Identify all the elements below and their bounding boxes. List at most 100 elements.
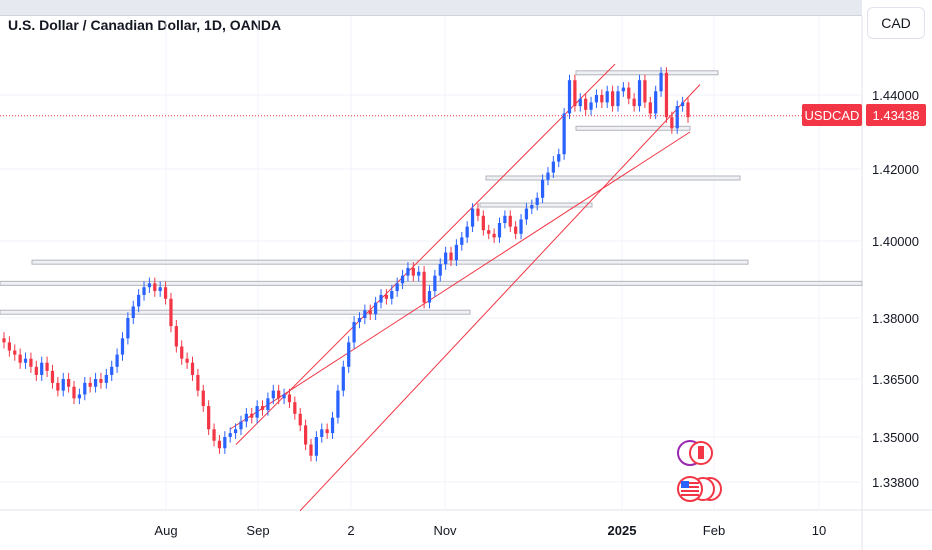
candle-body [686, 102, 690, 118]
candle-body [110, 366, 114, 375]
candle-body [497, 223, 502, 238]
candle-body [201, 390, 205, 407]
candle-body [347, 342, 351, 367]
canada-flag-icon [698, 446, 704, 459]
candle-body [88, 382, 92, 387]
candle-body [465, 226, 469, 238]
candle-body [72, 386, 76, 399]
candle-body [454, 244, 459, 261]
candle-body [250, 413, 254, 418]
candle-body [508, 215, 512, 227]
candle-body [438, 264, 442, 276]
candle-body [244, 413, 248, 422]
candle-body [13, 350, 17, 355]
candle-body [567, 80, 572, 114]
last-price-label: 1.43438 [866, 104, 926, 126]
candle-body [142, 287, 146, 295]
candle-body [648, 102, 652, 114]
candle-body [605, 91, 609, 103]
candle-body [239, 421, 243, 430]
candle-body [503, 215, 507, 223]
candle-body [115, 354, 119, 367]
candle-body [395, 283, 399, 292]
candle-body [293, 402, 297, 414]
candle-body [185, 358, 189, 363]
candle-body [390, 291, 394, 299]
candle-body [56, 382, 60, 391]
channel-upper-line [235, 63, 616, 445]
x-tick-label: Feb [703, 523, 725, 538]
candle-body [524, 208, 529, 220]
candle-body [519, 219, 523, 234]
usa-flag-icon [677, 476, 703, 502]
candle-body [271, 390, 275, 399]
candle-body [314, 437, 318, 456]
candle-body [352, 322, 356, 343]
candle-body [104, 374, 108, 383]
candle-body [363, 310, 367, 318]
candle-body [664, 72, 669, 118]
horizontal-level [0, 309, 471, 315]
candle-body [379, 294, 383, 303]
candle-body [212, 429, 216, 441]
candle-body [400, 275, 405, 284]
candle-body [680, 102, 685, 107]
candle-body [223, 437, 227, 449]
y-tick-label: 1.42000 [872, 162, 919, 177]
candle-body [320, 429, 324, 437]
x-tick-label: Nov [433, 523, 457, 538]
candle-body [670, 117, 674, 129]
candle-body [659, 72, 663, 92]
candle-body [163, 287, 168, 299]
x-tick-label: Aug [154, 523, 177, 538]
y-tick-label: 1.35000 [872, 430, 919, 445]
candle-body [93, 379, 98, 387]
candle-body [207, 406, 211, 430]
candle-body [546, 172, 550, 180]
chart-title: U.S. Dollar / Canadian Dollar, 1D, OANDA [8, 17, 282, 33]
candle-body [610, 91, 615, 107]
candle-body [594, 95, 599, 103]
x-tick-label: 2 [347, 523, 354, 538]
horizontal-level [575, 70, 719, 76]
candle-body [675, 106, 679, 129]
candle-body [309, 444, 313, 456]
y-tick-label: 1.33800 [872, 475, 919, 490]
candle-body [627, 87, 631, 99]
candle-body [341, 366, 345, 391]
horizontal-level [575, 125, 691, 131]
candle-body [77, 394, 82, 399]
candle-body [34, 366, 38, 375]
candle-body [584, 98, 588, 110]
horizontal-level [0, 280, 863, 286]
candle-body [7, 342, 12, 351]
usa-flag-icon [681, 490, 699, 492]
y-tick-label: 1.38000 [872, 311, 919, 326]
candle-body [266, 398, 270, 410]
candle-body [411, 267, 415, 276]
candle-body [600, 95, 604, 103]
candle-body [330, 417, 335, 434]
candle-body [336, 390, 340, 418]
candle-body [137, 294, 141, 307]
currency-button[interactable]: CAD [867, 7, 925, 39]
candle-body [158, 287, 162, 292]
candle-body [325, 429, 329, 434]
candle-body [422, 271, 426, 303]
candle-body [174, 326, 178, 347]
candle-body [83, 382, 87, 395]
candle-body [29, 358, 33, 367]
candle-body [255, 406, 259, 418]
horizontal-level [31, 259, 749, 265]
candle-body [99, 379, 103, 383]
candle-body [406, 267, 410, 276]
candle-body [217, 440, 222, 449]
candle-body [557, 154, 561, 162]
candle-body [120, 338, 125, 355]
candle-body [551, 161, 555, 173]
candle-body [50, 370, 55, 383]
candle-body [287, 394, 292, 403]
candle-body [621, 87, 625, 92]
candle-body [169, 298, 173, 327]
